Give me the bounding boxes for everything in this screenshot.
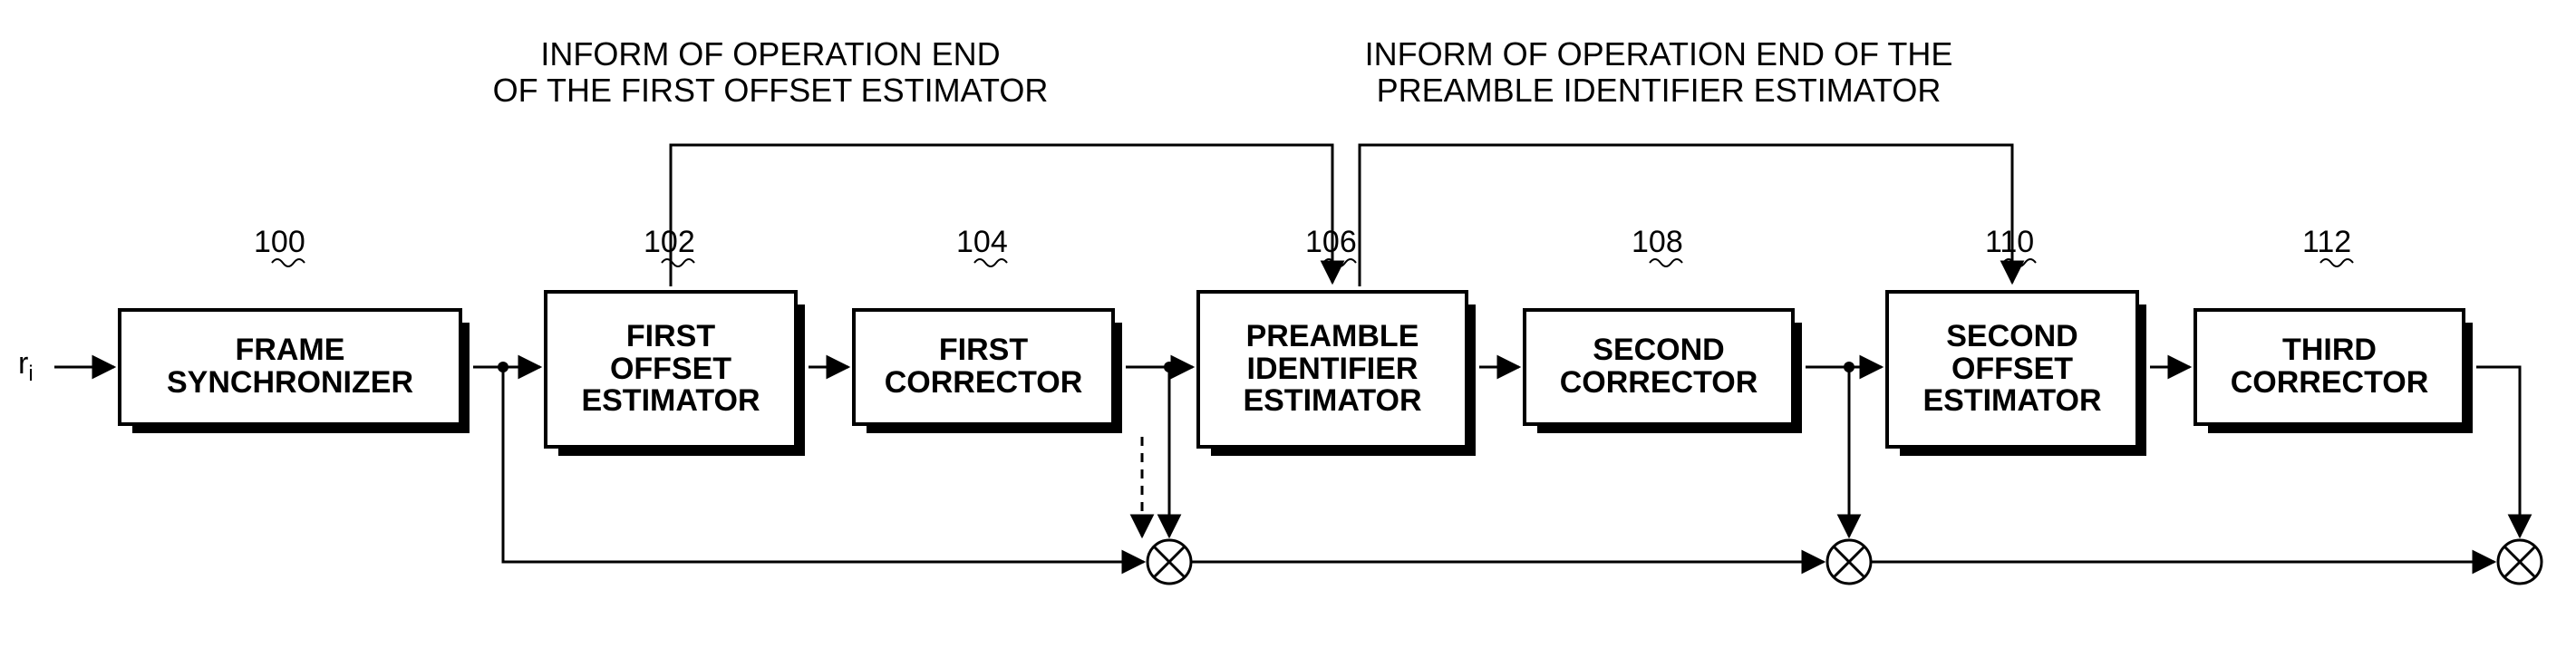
block-100-text: FRAME SYNCHRONIZER (167, 334, 413, 399)
num-110: 110 (1985, 225, 2034, 260)
block-first-corrector: FIRST CORRECTOR (852, 308, 1115, 426)
block-106-text: PREAMBLE IDENTIFIER ESTIMATOR (1243, 321, 1421, 418)
top-text-1: INFORM OF OPERATION END OF THE FIRST OFF… (390, 36, 1151, 108)
diagram-canvas: ri INFORM OF OPERATION END OF THE FIRST … (0, 0, 2576, 667)
input-label: ri (18, 346, 34, 387)
input-i: i (28, 362, 33, 386)
mult-node-3 (2498, 540, 2542, 584)
num-106: 106 (1305, 225, 1357, 260)
input-r: r (18, 346, 28, 381)
block-first-offset-estimator: FIRST OFFSET ESTIMATOR (544, 290, 798, 449)
block-108-text: SECOND CORRECTOR (1560, 334, 1758, 399)
block-second-corrector: SECOND CORRECTOR (1523, 308, 1795, 426)
mult-node-2 (1827, 540, 1871, 584)
num-100: 100 (254, 225, 305, 260)
block-104-text: FIRST CORRECTOR (885, 334, 1083, 399)
block-frame-synchronizer: FRAME SYNCHRONIZER (118, 308, 462, 426)
block-third-corrector: THIRD CORRECTOR (2193, 308, 2465, 426)
mult-node-1 (1148, 540, 1191, 584)
block-preamble-identifier-estimator: PREAMBLE IDENTIFIER ESTIMATOR (1196, 290, 1468, 449)
block-102-text: FIRST OFFSET ESTIMATOR (581, 321, 760, 418)
num-112: 112 (2302, 225, 2351, 260)
num-104: 104 (956, 225, 1008, 260)
block-112-text: THIRD CORRECTOR (2231, 334, 2429, 399)
block-second-offset-estimator: SECOND OFFSET ESTIMATOR (1885, 290, 2139, 449)
top-text-2: INFORM OF OPERATION END OF THE PREAMBLE … (1260, 36, 2058, 108)
num-108: 108 (1632, 225, 1683, 260)
num-102: 102 (644, 225, 695, 260)
block-110-text: SECOND OFFSET ESTIMATOR (1922, 321, 2101, 418)
